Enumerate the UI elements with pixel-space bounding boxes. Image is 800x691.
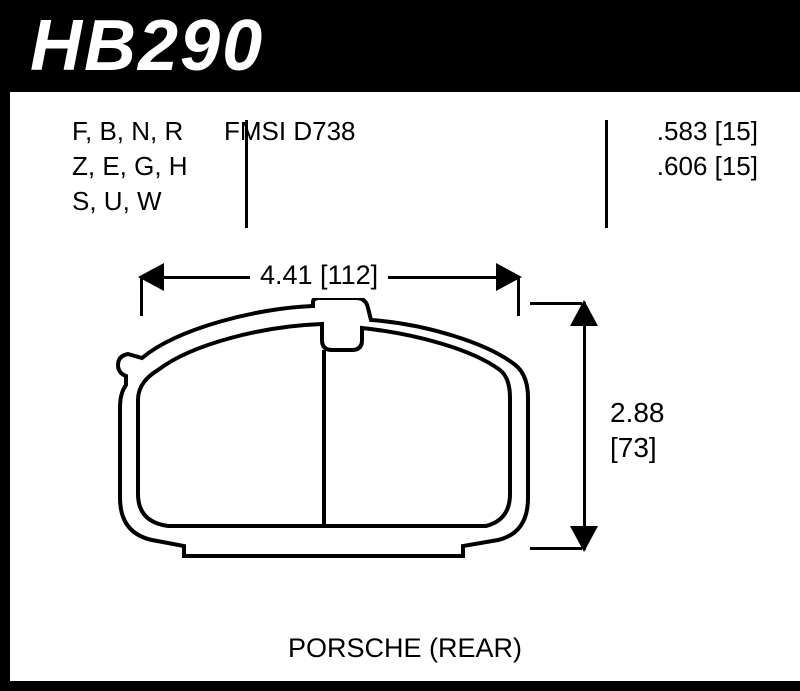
- dimension-line: [583, 302, 586, 550]
- page: HB290 F, B, N, R Z, E, G, H S, U, W FMSI…: [0, 0, 800, 691]
- compounds-line: F, B, N, R: [72, 114, 202, 149]
- height-inches: 2.88: [610, 395, 665, 430]
- fmsi-column: FMSI D738: [202, 114, 452, 219]
- vehicle-caption: PORSCHE (REAR): [10, 633, 800, 664]
- column-separator: [605, 120, 608, 228]
- height-label: 2.88 [73]: [610, 395, 665, 465]
- width-label: 4.41 [112]: [250, 260, 388, 291]
- part-number: HB290: [30, 5, 264, 87]
- brake-pad-outline: [108, 298, 538, 568]
- column-separator: [245, 120, 248, 228]
- thickness-value: .606 [15]: [474, 149, 758, 184]
- fmsi-code: FMSI D738: [224, 114, 452, 149]
- thickness-value: .583 [15]: [474, 114, 758, 149]
- height-dimension: [570, 302, 600, 550]
- compounds-column: F, B, N, R Z, E, G, H S, U, W: [10, 114, 202, 219]
- height-mm: [73]: [610, 430, 665, 465]
- compounds-line: Z, E, G, H: [72, 149, 202, 184]
- diagram-area: 4.41 [112] 2.88 [73] PORSCHE (REAR): [10, 240, 800, 680]
- header-bar: HB290: [10, 0, 800, 92]
- thickness-column: .583 [15] .606 [15]: [452, 114, 800, 219]
- compounds-line: S, U, W: [72, 184, 202, 219]
- spec-row: F, B, N, R Z, E, G, H S, U, W FMSI D738 …: [10, 92, 800, 219]
- width-dimension: 4.41 [112]: [140, 262, 520, 292]
